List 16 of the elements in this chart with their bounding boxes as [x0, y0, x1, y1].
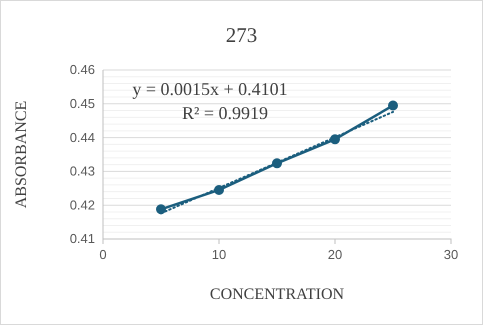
x-tick-label: 30	[444, 247, 458, 262]
y-tick-label: 0.41	[70, 231, 95, 246]
y-tick-label: 0.42	[70, 197, 95, 212]
x-tick-label: 0	[99, 247, 107, 262]
y-axis-title: ABSORBANCE	[13, 100, 30, 208]
y-tick-label: 0.44	[70, 130, 95, 145]
annotation: y = 0.0015x + 0.4101	[132, 79, 288, 99]
annotation: R² = 0.9919	[182, 103, 268, 123]
x-tick-label: 20	[328, 247, 342, 262]
y-tick-label: 0.46	[70, 62, 95, 78]
point	[388, 100, 398, 110]
x-tick-label: 10	[212, 247, 226, 262]
x-axis-title: CONCENTRATION	[210, 286, 345, 303]
y-tick-label: 0.45	[70, 96, 95, 111]
chart-title: 273	[226, 23, 258, 47]
y-tick-label: 0.43	[70, 164, 95, 179]
